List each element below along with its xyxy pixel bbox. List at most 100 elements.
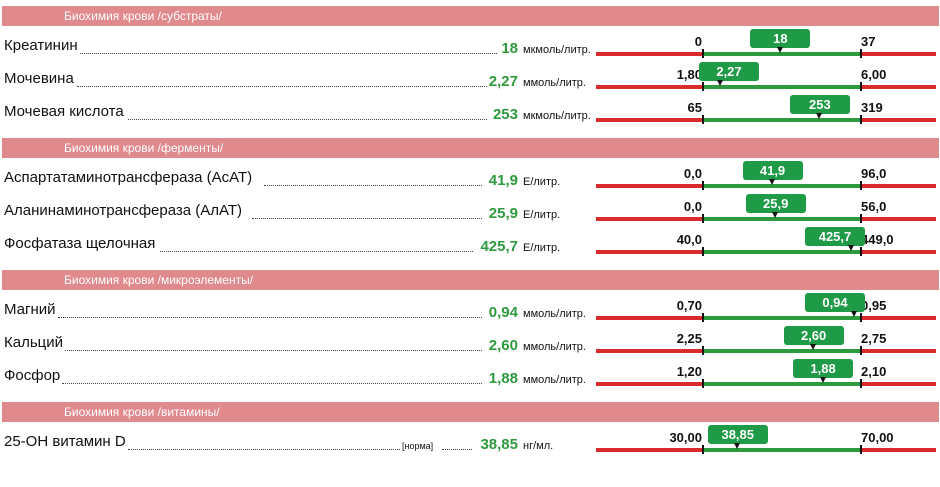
analyte-name: Фосфор [4, 367, 61, 384]
in-range-bar [703, 316, 861, 320]
high-limit: 56,0 [861, 199, 887, 214]
result-pointer [716, 80, 723, 86]
dotted-leader [58, 317, 482, 318]
low-limit: 0,0 [683, 166, 702, 181]
high-limit: 70,00 [861, 430, 894, 445]
result-value: 425,7 [480, 238, 518, 255]
dotted-leader [442, 449, 472, 450]
result-unit: ммоль/литр. [523, 77, 586, 89]
analyte-name: Креатинин [4, 37, 78, 54]
section-header-microelements: Биохимия крови /микроэлементы/ [2, 270, 939, 290]
result-flag: 1,88 [793, 359, 854, 378]
low-limit-tick [702, 445, 704, 454]
result-flag: 38,85 [707, 425, 768, 444]
low-limit-tick [702, 313, 704, 322]
result-value: 18 [501, 40, 518, 57]
low-limit: 2,25 [676, 331, 702, 346]
section-header-enzymes: Биохимия крови /ферменты/ [2, 138, 939, 158]
analyte-name: Магний [4, 301, 56, 318]
low-limit: 0,0 [683, 199, 702, 214]
result-flag: 25,9 [745, 194, 806, 213]
in-range-bar [703, 217, 861, 221]
high-limit-tick [860, 82, 862, 91]
reference-scale: 40,0 449,0 425,7 [596, 227, 940, 258]
high-limit-tick [860, 445, 862, 454]
result-pointer [810, 344, 817, 350]
result-pointer [776, 47, 783, 53]
result-value: 253 [492, 106, 518, 123]
result-flag: 18 [750, 29, 811, 48]
section-header-substrates: Биохимия крови /субстраты/ [2, 6, 939, 26]
result-flag: 2,27 [699, 62, 759, 81]
dotted-leader [128, 119, 487, 120]
analyte-name: Аланинаминотрансфераза (АлАТ) [4, 202, 243, 219]
section-title: Биохимия крови /субстраты/ [64, 9, 222, 23]
low-limit: 0 [694, 34, 702, 49]
high-limit-tick [860, 49, 862, 58]
in-range-bar [703, 85, 861, 89]
low-limit: 1,20 [676, 364, 702, 379]
result-flag: 425,7 [805, 227, 865, 246]
high-limit: 0,95 [861, 298, 887, 313]
high-limit: 2,10 [861, 364, 887, 379]
result-flag: 0,94 [805, 293, 865, 312]
result-row-calcium: Кальций 2,60 ммоль/литр. 2,25 2,75 2,60 [0, 326, 940, 357]
result-value: 1,88 [488, 370, 518, 387]
analyte-name: 25-ОН витамин D [4, 433, 126, 450]
result-unit: мкмоль/литр. [523, 110, 591, 122]
dotted-leader [264, 185, 482, 186]
low-limit: 30,00 [669, 430, 702, 445]
result-flag: 41,9 [742, 161, 803, 180]
result-pointer [851, 311, 858, 317]
reference-scale: 1,20 2,10 1,88 [596, 359, 940, 390]
low-limit: 1,80 [676, 67, 702, 82]
reference-scale: 30,00 70,00 38,85 [596, 425, 940, 456]
result-row-alkaline-phosphatase: Фосфатаза щелочная 425,7 Е/литр. 40,0 44… [0, 227, 940, 258]
analyte-name: Кальций [4, 334, 63, 351]
low-limit-tick [702, 346, 704, 355]
result-row-creatinine: Креатинин 18 мкмоль/литр. 0 37 18 [0, 29, 940, 60]
in-range-bar [703, 52, 861, 56]
result-pointer [734, 443, 741, 449]
result-row-ast: Аспартатаминотрансфераза (АсАТ) 41,9 Е/л… [0, 161, 940, 192]
reference-scale: 0,70 0,95 0,94 [596, 293, 940, 324]
reference-scale: 65 319 253 [596, 95, 940, 126]
section-title: Биохимия крови /микроэлементы/ [64, 273, 254, 287]
low-limit-tick [702, 49, 704, 58]
high-limit: 449,0 [861, 232, 894, 247]
in-range-bar [703, 250, 861, 254]
high-limit-tick [860, 379, 862, 388]
analyte-name: Мочевина [4, 70, 74, 87]
result-flag: 253 [789, 95, 850, 114]
dotted-leader [252, 218, 482, 219]
low-limit: 65 [687, 100, 702, 115]
result-row-vitamin-d: 25-ОН витамин D [норма] 38,85 нг/мл. 30,… [0, 425, 940, 456]
result-row-magnesium: Магний 0,94 ммоль/литр. 0,70 0,95 0,94 [0, 293, 940, 324]
result-flag: 2,60 [783, 326, 844, 345]
result-unit: ммоль/литр. [523, 308, 586, 320]
high-limit: 37 [861, 34, 876, 49]
result-value: 2,27 [488, 73, 518, 90]
high-limit-tick [860, 115, 862, 124]
result-pointer [769, 179, 776, 185]
result-unit: Е/литр. [523, 176, 561, 188]
dotted-leader [62, 383, 482, 384]
in-range-bar [703, 349, 861, 353]
result-pointer [848, 245, 855, 251]
reference-scale: 0,0 96,0 41,9 [596, 161, 940, 192]
result-value: 38,85 [480, 436, 518, 453]
high-limit-tick [860, 247, 862, 256]
low-limit-tick [702, 82, 704, 91]
dotted-leader [65, 350, 482, 351]
section-title: Биохимия крови /ферменты/ [64, 141, 224, 155]
analyte-name: Мочевая кислота [4, 103, 124, 120]
high-limit: 2,75 [861, 331, 887, 346]
result-value: 0,94 [488, 304, 518, 321]
dotted-leader [128, 449, 400, 450]
low-limit-tick [702, 247, 704, 256]
high-limit: 319 [861, 100, 883, 115]
in-range-bar [703, 118, 861, 122]
high-limit: 6,00 [861, 67, 887, 82]
high-limit: 96,0 [861, 166, 887, 181]
section-header-vitamins: Биохимия крови /витамины/ [2, 402, 939, 422]
